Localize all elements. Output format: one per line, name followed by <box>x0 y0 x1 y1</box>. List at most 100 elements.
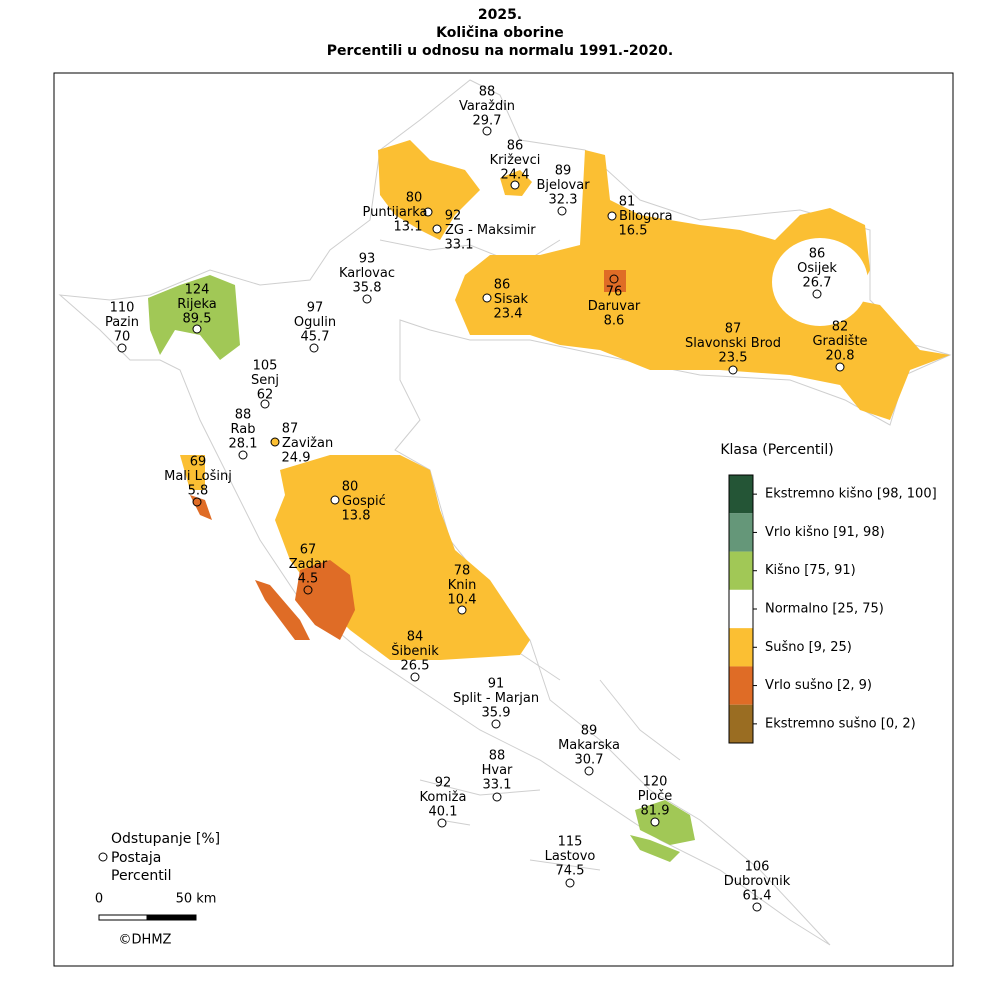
station-marker <box>650 817 660 827</box>
scale-label: 0 <box>95 892 103 907</box>
station-percentile: 74.5 <box>556 864 585 879</box>
station-marker <box>270 437 280 447</box>
title-line: Percentili u odnosu na normalu 1991.-202… <box>327 43 673 59</box>
station-deviation: 80 <box>406 191 423 206</box>
station-deviation: 69 <box>190 455 207 470</box>
station-marker <box>330 495 340 505</box>
station-deviation: 86 <box>494 278 511 293</box>
station-name: Ogulin <box>294 315 336 330</box>
station-deviation: 115 <box>558 835 583 850</box>
station-name: Varaždin <box>459 99 515 114</box>
station-name: Bilogora <box>619 209 673 224</box>
station-name: Osijek <box>797 261 837 276</box>
station-name: Knin <box>448 578 477 593</box>
station-name: Puntijarka <box>363 205 428 220</box>
station-marker <box>309 343 319 353</box>
title-line: Količina oborine <box>436 25 564 41</box>
station-percentile: 24.4 <box>501 168 530 183</box>
station-deviation: 76 <box>606 285 623 300</box>
title-line: 2025. <box>478 7 522 23</box>
station-deviation: 92 <box>435 776 452 791</box>
country-outline <box>58 79 952 946</box>
normal-area <box>772 238 868 326</box>
very-dry-area <box>190 495 310 640</box>
station-name: Slavonski Brod <box>685 336 781 351</box>
station-name: Split - Marjan <box>453 691 539 706</box>
station-deviation: 124 <box>185 283 210 298</box>
dry-area <box>378 140 480 240</box>
station-name: Sisak <box>494 292 529 307</box>
scale-bar <box>98 914 148 921</box>
station-deviation: 106 <box>745 860 770 875</box>
station-deviation: 110 <box>110 301 135 316</box>
station-percentile: 32.3 <box>549 193 578 208</box>
station-marker <box>432 224 442 234</box>
station-name: Dubrovnik <box>724 874 791 889</box>
station-deviation: 88 <box>479 85 496 100</box>
station-name: Križevci <box>490 153 541 168</box>
station-marker <box>835 362 845 372</box>
station-deviation: 80 <box>342 480 359 495</box>
station-percentile: 8.6 <box>604 314 625 329</box>
station-name: Gospić <box>342 494 386 509</box>
station-name: Gradište <box>812 334 867 349</box>
station-name: Komiža <box>420 790 467 805</box>
station-marker <box>557 206 567 216</box>
dry-area <box>180 455 205 490</box>
station-marker <box>117 343 127 353</box>
station-deviation: 86 <box>507 139 524 154</box>
station-percentile: 16.5 <box>619 224 648 239</box>
station-deviation: 88 <box>489 749 506 764</box>
legend-label: Vrlo sušno [2, 9) <box>765 678 872 693</box>
station-percentile: 13.8 <box>342 509 371 524</box>
station-deviation: 89 <box>555 164 572 179</box>
station-name: Lastovo <box>545 849 596 864</box>
station-marker <box>303 585 313 595</box>
station-deviation: 87 <box>282 422 299 437</box>
station-marker <box>752 902 762 912</box>
legend-swatch <box>729 551 753 590</box>
station-deviation: 86 <box>809 247 826 262</box>
station-deviation: 105 <box>253 359 278 374</box>
station-deviation: 84 <box>407 630 424 645</box>
station-marker <box>362 294 372 304</box>
legend-frame <box>728 474 754 744</box>
station-percentile: 23.4 <box>494 307 523 322</box>
station-deviation: 91 <box>488 677 505 692</box>
station-marker <box>607 211 617 221</box>
station-deviation: 67 <box>300 543 317 558</box>
station-deviation: 88 <box>235 408 252 423</box>
legend-swatch <box>729 704 753 743</box>
station-marker <box>584 766 594 776</box>
station-deviation: 120 <box>643 775 668 790</box>
station-name: Zavižan <box>282 436 333 451</box>
dry-area <box>455 150 950 420</box>
station-deviation: 82 <box>832 320 849 335</box>
station-name: Rab <box>231 422 256 437</box>
station-percentile: 24.9 <box>282 451 311 466</box>
station-name: Zadar <box>289 557 328 572</box>
station-marker <box>437 818 447 828</box>
station-marker <box>482 293 492 303</box>
key-text: Postaja <box>111 850 161 866</box>
station-marker <box>457 605 467 615</box>
station-name: Ploče <box>638 789 673 804</box>
station-name: Karlovac <box>339 266 395 281</box>
station-name: Pazin <box>105 315 139 330</box>
scale-bar <box>146 914 197 921</box>
station-marker <box>423 207 433 217</box>
station-name: Daruvar <box>588 299 641 314</box>
station-name: Bjelovar <box>536 178 590 193</box>
station-percentile: 13.1 <box>394 220 423 235</box>
legend-label: Ekstremno sušno [0, 2) <box>765 716 916 731</box>
station-name: Rijeka <box>177 297 217 312</box>
station-percentile: 62 <box>257 388 274 403</box>
legend-label: Normalno [25, 75) <box>765 602 884 617</box>
station-name: Mali Lošinj <box>164 469 232 484</box>
station-name: Senj <box>251 373 279 388</box>
station-marker <box>192 497 202 507</box>
station-percentile: 35.8 <box>353 281 382 296</box>
station-marker <box>410 672 420 682</box>
station-deviation: 87 <box>725 322 742 337</box>
station-deviation: 89 <box>581 724 598 739</box>
